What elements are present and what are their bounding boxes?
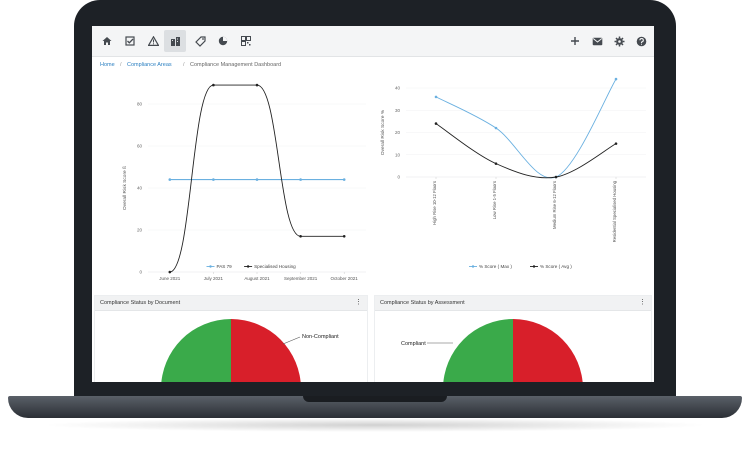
legend-marker: [532, 265, 536, 268]
compliance-by-assessment-panel: Compliance Status by Assessment ⋮ Compli…: [374, 295, 652, 382]
series-line-1: [435, 78, 617, 179]
plus-icon[interactable]: [567, 33, 583, 49]
legend-label: PAS 79: [217, 264, 233, 269]
warning-icon[interactable]: [145, 33, 161, 49]
data-point: [255, 83, 259, 87]
building-icon[interactable]: [164, 30, 186, 52]
y-tick-label: 40: [395, 86, 401, 91]
assessment-pie-chart: Compliant: [401, 319, 583, 382]
y-tick-label: 30: [395, 108, 401, 113]
panel-menu-icon[interactable]: ⋮: [355, 299, 362, 306]
laptop-base: [8, 396, 742, 418]
x-tick-label: October 2021: [331, 276, 359, 281]
legend-label: Specialised Housing: [254, 264, 296, 269]
data-point: [554, 175, 558, 179]
breadcrumb-current: Compliance Management Dashboard: [190, 62, 282, 68]
breadcrumb-separator: /: [120, 62, 122, 68]
data-point: [614, 77, 618, 81]
top-toolbar: [92, 26, 654, 57]
pie-slice-non-compliant: [231, 319, 301, 382]
laptop-shadow: [40, 418, 710, 432]
pie-chart-icon[interactable]: [215, 33, 231, 49]
home-icon[interactable]: [99, 33, 115, 49]
y-axis-label: Overall Risk Score %: [380, 109, 386, 155]
data-point: [494, 126, 498, 130]
data-point: [299, 235, 302, 238]
legend-label: % Score ( Avg ): [540, 264, 572, 269]
compliance-by-document-panel: Compliance Status by Document ⋮ Non-Comp…: [94, 295, 368, 382]
data-point: [434, 122, 438, 125]
y-tick-label: 20: [137, 228, 143, 233]
x-tick-label: High Rise 10-12 Floors: [432, 181, 437, 225]
data-point: [212, 83, 215, 87]
y-tick-label: 10: [395, 152, 401, 157]
panel-title: Compliance Status by Assessment: [380, 300, 465, 306]
risk-score-curve-chart: 0 10 20 30 40 Overall Risk Score % High Rise 1…: [380, 77, 646, 269]
legend-marker: [471, 265, 475, 268]
data-point: [168, 270, 172, 274]
legend-label: % Score ( Max ): [479, 264, 512, 269]
breadcrumb: Home / Compliance Areas / Compliance Man…: [92, 59, 654, 72]
data-point: [342, 235, 346, 238]
legend-marker: [209, 265, 212, 268]
y-tick-label: 0: [397, 175, 400, 180]
panel-title: Compliance Status by Document: [100, 300, 181, 306]
data-point: [494, 162, 498, 165]
y-tick-label: 0: [139, 270, 142, 275]
data-point: [434, 95, 438, 99]
pie-slice-non-compliant: [513, 319, 583, 382]
x-tick-label: September 2021: [284, 276, 318, 281]
pie-slice-compliant: [443, 319, 513, 382]
y-axis-label: Overall Risk Score ß: [122, 166, 128, 210]
data-point: [299, 178, 302, 181]
pie-label-compliant: Compliant: [401, 341, 426, 347]
tag-icon[interactable]: [192, 33, 208, 49]
risk-score-line-chart: 0 20 40 60 80 Overall Risk Score ß June 2021 Ju…: [122, 83, 366, 281]
y-tick-label: 20: [395, 130, 401, 135]
data-point: [614, 142, 618, 145]
breadcrumb-separator: /: [183, 62, 185, 68]
label-leader-line: [282, 336, 301, 345]
gear-icon[interactable]: [611, 33, 627, 49]
data-point: [212, 178, 215, 181]
checklist-icon[interactable]: [122, 33, 138, 49]
x-tick-label: June 2021: [159, 276, 181, 281]
breadcrumb-home[interactable]: Home: [100, 62, 115, 68]
breadcrumb-compliance-areas[interactable]: Compliance Areas: [127, 62, 172, 68]
x-tick-label: August 2021: [244, 276, 270, 281]
x-tick-label: July 2021: [204, 276, 224, 281]
y-tick-label: 40: [137, 186, 143, 191]
panel-header: Compliance Status by Assessment ⋮: [375, 296, 651, 311]
x-tick-label: Low Rise 1-5 Floors: [492, 181, 497, 219]
data-point: [168, 178, 172, 181]
legend-marker: [246, 265, 250, 268]
series-line-2: [435, 123, 617, 179]
x-tick-label: Residential Specialised Housing: [612, 180, 617, 242]
data-point: [255, 178, 259, 181]
qr-code-icon[interactable]: [238, 33, 254, 49]
y-tick-label: 60: [137, 144, 143, 149]
document-pie-chart: Non-Compliant: [161, 319, 339, 382]
panel-header: Compliance Status by Document ⋮: [95, 296, 367, 311]
pie-label-non-compliant: Non-Compliant: [302, 334, 339, 340]
x-tick-label: Medium Rise 6-12 Floors: [552, 181, 557, 229]
y-tick-label: 80: [137, 102, 143, 107]
app-screen: Home / Compliance Areas / Compliance Man…: [92, 26, 654, 382]
pie-slice-compliant: [161, 319, 231, 382]
help-icon[interactable]: [633, 33, 649, 49]
data-point: [342, 178, 346, 181]
mail-icon[interactable]: [589, 33, 605, 49]
laptop-notch: [303, 396, 447, 402]
panel-menu-icon[interactable]: ⋮: [639, 299, 646, 306]
